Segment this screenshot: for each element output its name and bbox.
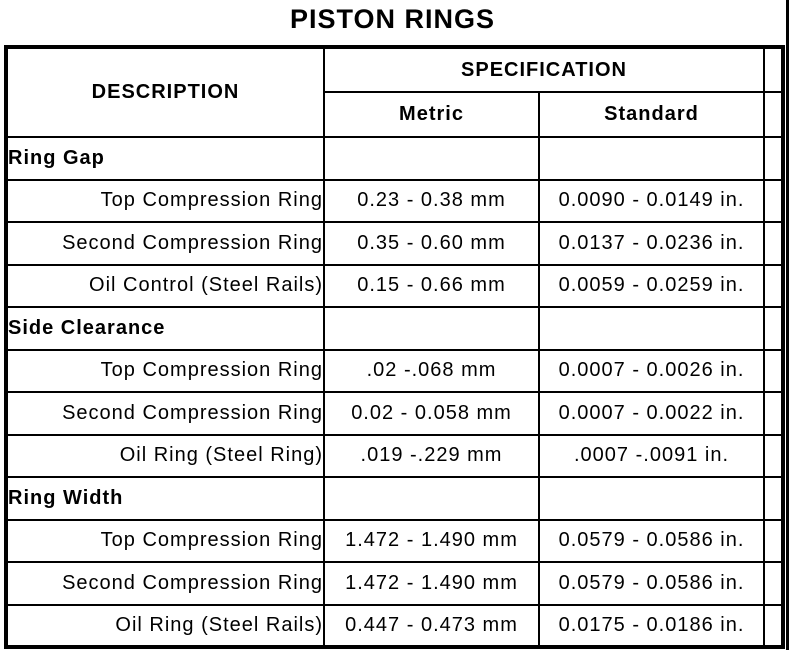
row-description: Oil Control (Steel Rails)	[5, 263, 325, 308]
spacer-cell	[763, 391, 784, 436]
col-header-standard: Standard	[538, 91, 765, 138]
col-header-specification: SPECIFICATION	[323, 46, 765, 93]
metric-value: 0.447 - 0.473 mm	[323, 603, 540, 648]
standard-value: 0.0007 - 0.0026 in.	[538, 348, 765, 393]
section-label: Ring Width	[5, 476, 325, 521]
table-row: Second Compression Ring 0.02 - 0.058 mm …	[5, 391, 784, 436]
table-row: Top Compression Ring 0.23 - 0.38 mm 0.00…	[5, 178, 784, 223]
row-description: Second Compression Ring	[5, 561, 325, 606]
section-label: Ring Gap	[5, 136, 325, 181]
standard-value: .0007 -.0091 in.	[538, 433, 765, 478]
spacer-cell	[763, 221, 784, 266]
metric-value: .019 -.229 mm	[323, 433, 540, 478]
spacer-cell	[763, 306, 784, 351]
row-description: Oil Ring (Steel Ring)	[5, 433, 325, 478]
standard-value: 0.0007 - 0.0022 in.	[538, 391, 765, 436]
spacer-cell	[763, 518, 784, 563]
table-row: Oil Ring (Steel Rails) 0.447 - 0.473 mm …	[5, 603, 784, 648]
section-label: Side Clearance	[5, 306, 325, 351]
spacer-cell	[763, 476, 784, 521]
empty-cell	[538, 136, 765, 181]
spacer-cell	[763, 348, 784, 393]
standard-value: 0.0059 - 0.0259 in.	[538, 263, 765, 308]
row-description: Top Compression Ring	[5, 348, 325, 393]
page-title: PISTON RINGS	[289, 4, 496, 34]
row-description: Top Compression Ring	[5, 178, 325, 223]
spacer-cell	[763, 433, 784, 478]
empty-cell	[323, 306, 540, 351]
table-header-row-1: DESCRIPTION SPECIFICATION	[5, 46, 784, 138]
piston-rings-spec-table: DESCRIPTION SPECIFICATION Metric Standar…	[4, 45, 785, 649]
empty-cell	[323, 476, 540, 521]
metric-value: 1.472 - 1.490 mm	[323, 561, 540, 606]
metric-value: .02 -.068 mm	[323, 348, 540, 393]
spacer-cell	[763, 603, 784, 648]
table-row: Second Compression Ring 1.472 - 1.490 mm…	[5, 561, 784, 606]
standard-value: 0.0579 - 0.0586 in.	[538, 561, 765, 606]
metric-value: 0.02 - 0.058 mm	[323, 391, 540, 436]
row-description: Second Compression Ring	[5, 391, 325, 436]
table-row: Top Compression Ring 1.472 - 1.490 mm 0.…	[5, 518, 784, 563]
metric-value: 0.23 - 0.38 mm	[323, 178, 540, 223]
table-row: Oil Control (Steel Rails) 0.15 - 0.66 mm…	[5, 263, 784, 308]
empty-cell	[538, 476, 765, 521]
table-header-row-2: Metric Standard	[6, 91, 784, 138]
table-row: Top Compression Ring .02 -.068 mm 0.0007…	[5, 348, 784, 393]
metric-value: 0.15 - 0.66 mm	[323, 263, 540, 308]
standard-value: 0.0090 - 0.0149 in.	[538, 178, 765, 223]
row-description: Oil Ring (Steel Rails)	[5, 603, 325, 648]
col-header-metric: Metric	[323, 91, 540, 138]
table-row: Oil Ring (Steel Ring) .019 -.229 mm .000…	[5, 433, 784, 478]
empty-cell	[323, 136, 540, 181]
spacer-cell	[763, 561, 784, 606]
standard-value: 0.0579 - 0.0586 in.	[538, 518, 765, 563]
standard-value: 0.0175 - 0.0186 in.	[538, 603, 765, 648]
col-header-description: DESCRIPTION	[5, 46, 325, 138]
section-row-ring-gap: Ring Gap	[5, 136, 784, 181]
page-border-line	[786, 0, 789, 650]
table-row: Second Compression Ring 0.35 - 0.60 mm 0…	[5, 221, 784, 266]
spacer-cell	[763, 178, 784, 223]
row-description: Top Compression Ring	[5, 518, 325, 563]
standard-value: 0.0137 - 0.0236 in.	[538, 221, 765, 266]
section-row-side-clearance: Side Clearance	[5, 306, 784, 351]
row-description: Second Compression Ring	[5, 221, 325, 266]
section-row-ring-width: Ring Width	[5, 476, 784, 521]
spacer-cell	[763, 263, 784, 308]
spacer-cell	[763, 136, 784, 181]
spacer-cell	[763, 91, 784, 138]
spacer-cell	[763, 46, 784, 93]
metric-value: 1.472 - 1.490 mm	[323, 518, 540, 563]
metric-value: 0.35 - 0.60 mm	[323, 221, 540, 266]
empty-cell	[538, 306, 765, 351]
